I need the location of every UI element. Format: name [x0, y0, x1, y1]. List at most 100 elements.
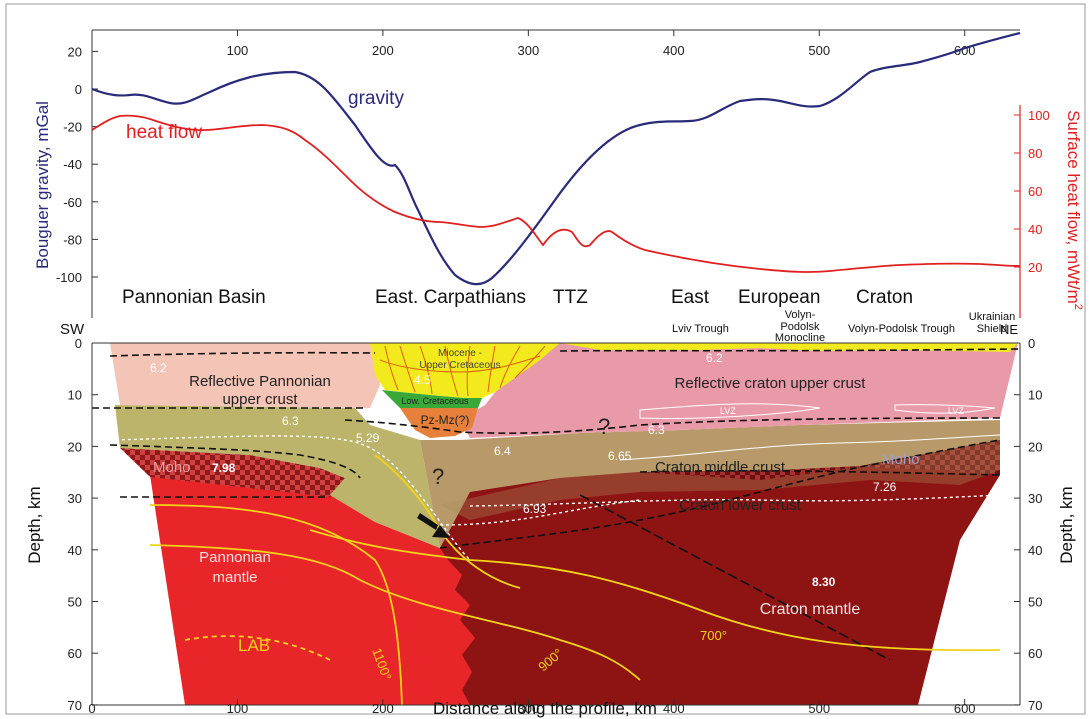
miocene-basin: [370, 343, 560, 398]
miocene-faults: [379, 345, 546, 397]
velocity-7.26: 7.26: [873, 480, 897, 494]
region-east: East: [671, 287, 710, 308]
depth-label-right: Depth, km: [1057, 486, 1076, 563]
pannonian-mantle-label-1: Pannonian: [199, 549, 271, 566]
gravity-tick-label: -20: [63, 120, 82, 135]
depth-tick-label: 20: [68, 439, 82, 454]
craton-mantle-label: Craton mantle: [760, 601, 861, 618]
miocene-label-2: Upper Cretaceous: [419, 360, 500, 371]
moho-right-label: Moho: [882, 451, 920, 468]
craton-middle-crust-body: [420, 420, 1000, 548]
volyn-label-2: Podolsk: [780, 321, 820, 333]
reflective-pannonian-label-2: upper crust: [222, 391, 298, 408]
ne-label: NE: [1000, 322, 1018, 337]
heat-flow-curve-label: heat flow: [126, 122, 202, 143]
lab-label: LAB: [238, 636, 270, 655]
distance-tick-label: 0: [88, 701, 95, 716]
heat-flow-tick-label: 60: [1028, 184, 1042, 199]
velocity-5.5: 5.5: [372, 407, 389, 421]
distance-tick-label: 500: [808, 701, 830, 716]
moho-left-zone: [120, 448, 345, 497]
depth-tick-label: 40: [68, 543, 82, 558]
top-x-tick-label: 100: [227, 43, 249, 58]
heat-flow-tick-label: 20: [1028, 260, 1042, 275]
distance-tick-label: 300: [517, 701, 539, 716]
low-cretaceous-label: Low. Cretaceous: [401, 396, 469, 406]
moho-left-label: Moho: [153, 459, 191, 476]
volyn-label-3: Monocline: [775, 332, 825, 344]
depth-tick-label: 10: [1028, 388, 1042, 403]
ukrainian-shield-label-1: Ukrainian: [969, 311, 1015, 323]
depth-tick-label: 30: [1028, 491, 1042, 506]
depth-tick-label: 0: [75, 336, 82, 351]
velocity-5.29: 5.29: [356, 431, 380, 445]
question-mark-1: ?: [598, 414, 610, 439]
layer-boundaries: [92, 348, 1019, 661]
heat-flow-ticks: 100 80 60 40 20: [1014, 108, 1050, 275]
heat-flow-curve: [91, 114, 1021, 273]
gravity-tick-label: -100: [56, 270, 82, 285]
depth-ticks-left: 0 10 20 30 40 50 60 70: [68, 336, 98, 713]
volyn-podolsk-trough-label: Volyn-Podolsk Trough: [848, 323, 955, 335]
velocity-6.93: 6.93: [523, 502, 547, 516]
velocity-6.2-right: 6.2: [706, 351, 723, 365]
gravity-tick-label: 0: [75, 82, 82, 97]
craton-lower-crust-label: Craton lower crust: [679, 497, 802, 514]
lvz-label-2: LVZ: [948, 406, 964, 416]
velocity-4.5: 4.5: [414, 373, 431, 387]
gravity-curve-label: gravity: [348, 88, 404, 109]
pz-mz-layer: [400, 408, 478, 438]
distance-tick-label: 600: [954, 701, 976, 716]
reflective-pannonian-upper-crust: [110, 343, 380, 408]
depth-tick-label: 0: [1028, 336, 1035, 351]
miocene-label-1: Miocene -: [438, 348, 482, 359]
region-european: European: [738, 287, 820, 308]
velocity-8.30: 8.30: [812, 575, 836, 589]
distance-ticks: 0 100 200 300 400 500 600: [88, 699, 976, 716]
distance-tick-label: 200: [372, 701, 394, 716]
gravity-ticks: 20 0 -20 -40 -60 -80 -100: [56, 44, 98, 285]
volyn-label-1: Volyn-: [785, 309, 816, 321]
top-panel: 100 200 300 400 500 600 200-20-40-60-80-100 1…: [33, 29, 1084, 318]
depth-tick-label: 70: [1028, 698, 1042, 713]
cross-section: 0 10 20 30 40 50 60 70 0 10 20 30 40 50 60 70 0 100 200 3…: [25, 309, 1076, 718]
region-east-carpathians: East. Carpathians: [375, 287, 526, 308]
depth-tick-label: 60: [68, 646, 82, 661]
gravity-tick-label: 20: [68, 44, 82, 59]
pz-mz-label: Pz-Mz(?): [421, 413, 470, 427]
depth-label-left: Depth, km: [25, 486, 44, 563]
top-x-ticks: 100 200 300 400 500 600: [227, 30, 976, 58]
region-craton: Craton: [856, 287, 913, 308]
velocity-7.98: 7.98: [212, 461, 236, 475]
distance-tick-label: 100: [227, 701, 249, 716]
heat-flow-axis-label: Surface heat flow, mWt/m2: [1064, 110, 1084, 310]
top-x-tick-label: 300: [517, 43, 539, 58]
depth-tick-label: 60: [1028, 646, 1042, 661]
gravity-tick-label: -40: [63, 157, 82, 172]
lvz-label-1: LVZ: [720, 406, 736, 416]
heat-flow-tick-label: 40: [1028, 222, 1042, 237]
gravity-axis-label: Bouguer gravity, mGal: [33, 101, 52, 269]
velocity-6.65: 6.65: [608, 449, 632, 463]
pannonian-mantle-label-2: mantle: [212, 569, 257, 586]
heat-flow-tick-label: 100: [1028, 108, 1050, 123]
gravity-tick-label: -60: [63, 195, 82, 210]
top-x-tick-label: 400: [663, 43, 685, 58]
depth-tick-label: 30: [68, 491, 82, 506]
distance-tick-label: 400: [663, 701, 685, 716]
depth-tick-label: 10: [68, 388, 82, 403]
top-x-tick-label: 500: [808, 43, 830, 58]
velocity-labels: 6.2 6.2 4.5 5.5 6.3 5.29 6.4 6.3 6.65 7.…: [150, 351, 897, 589]
sw-label: SW: [60, 321, 85, 338]
region-pannonian-basin: Pannonian Basin: [122, 287, 266, 308]
depth-tick-label: 40: [1028, 543, 1042, 558]
depth-tick-label: 20: [1028, 439, 1042, 454]
gravity-tick-label: -80: [63, 232, 82, 247]
depth-tick-label: 50: [68, 595, 82, 610]
craton-middle-crust-label: Craton middle crust: [655, 459, 786, 476]
depth-tick-label: 70: [68, 698, 82, 713]
ukrainian-shield-label-2: Shield: [977, 323, 1008, 335]
heat-flow-tick-label: 80: [1028, 146, 1042, 161]
region-ttz: TTZ: [553, 287, 588, 308]
